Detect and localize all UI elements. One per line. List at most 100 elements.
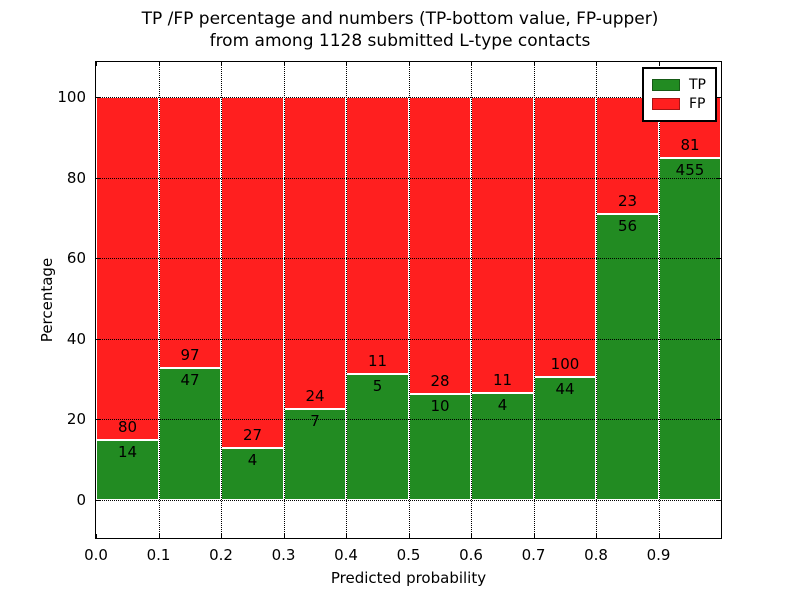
x-tick-mark <box>284 62 285 66</box>
y-tick-label: 40 <box>66 329 86 348</box>
fp-bar-segment <box>159 97 221 369</box>
x-tick-mark <box>471 62 472 66</box>
x-tick-mark <box>659 62 660 66</box>
fp-count-label: 23 <box>617 192 638 211</box>
plot-area: TP FP 80 14 97 47 27 4 24 7 11 5 28 10 11 4 100 44 23 56 8… <box>95 61 722 539</box>
tp-legend-label: TP <box>689 77 706 93</box>
y-tick-mark <box>717 97 721 98</box>
tp-count-label: 4 <box>247 451 258 469</box>
y-tick-label: 80 <box>66 168 86 187</box>
fp-count-label: 24 <box>305 387 325 405</box>
fp-count-label: 97 <box>180 346 200 365</box>
x-tick-mark <box>596 62 597 66</box>
tp-count-label: 44 <box>555 379 575 398</box>
tp-count-label: 4 <box>497 395 508 414</box>
x-tick-mark <box>596 534 597 538</box>
x-tick-mark <box>221 62 222 66</box>
y-tick-mark <box>96 419 100 421</box>
fp-bar-segment <box>346 97 409 375</box>
x-tick-mark <box>659 534 660 538</box>
y-tick-label: 60 <box>66 249 86 268</box>
horizontal-gridline <box>96 500 721 501</box>
x-tick-mark <box>409 62 410 66</box>
tp-bar-segment <box>96 439 159 500</box>
x-tick-mark <box>471 534 472 538</box>
y-tick-label: 20 <box>66 410 86 429</box>
vertical-gridline <box>284 62 285 538</box>
fp-legend-swatch <box>652 98 680 110</box>
tp-bar-segment <box>534 376 596 500</box>
fp-count-label: 80 <box>117 417 138 436</box>
vertical-gridline <box>409 62 410 538</box>
vertical-gridline <box>596 62 597 538</box>
x-tick-label: 0.0 <box>84 546 108 564</box>
y-tick-mark <box>96 500 100 501</box>
tp-count-label: 56 <box>617 217 638 236</box>
y-tick-mark <box>717 419 721 421</box>
x-tick-label: 0.1 <box>146 546 171 564</box>
horizontal-gridline <box>96 97 721 98</box>
fp-bar-segment <box>284 97 346 409</box>
y-tick-mark <box>717 258 721 260</box>
x-tick-mark <box>96 534 97 538</box>
tp-count-label: 47 <box>180 371 200 390</box>
chart-title-line1: TP /FP percentage and numbers (TP-bottom… <box>141 9 659 29</box>
horizontal-gridline <box>96 258 721 260</box>
fp-bar-segment <box>534 97 596 377</box>
fp-bar-segment <box>409 97 471 394</box>
vertical-gridline <box>221 62 222 538</box>
x-tick-mark <box>534 534 535 538</box>
y-tick-mark <box>96 97 100 98</box>
x-tick-label: 0.9 <box>646 546 671 564</box>
horizontal-gridline <box>96 177 721 179</box>
vertical-gridline <box>534 62 535 538</box>
y-tick-label: 0 <box>76 491 86 509</box>
x-tick-mark <box>409 534 410 538</box>
fp-bar-segment <box>471 97 534 393</box>
fp-count-label: 11 <box>367 352 388 371</box>
x-tick-mark <box>221 534 222 538</box>
tp-bar-segment <box>284 409 346 500</box>
tp-count-label: 455 <box>675 160 705 179</box>
y-tick-mark <box>96 258 100 260</box>
fp-bar-segment <box>96 97 159 440</box>
x-tick-mark <box>159 62 160 66</box>
x-tick-label: 0.8 <box>584 546 608 564</box>
fp-bar-segment <box>221 97 284 448</box>
legend: TP FP <box>642 67 717 122</box>
x-tick-mark <box>96 62 97 66</box>
y-tick-mark <box>717 338 721 340</box>
tp-count-label: 7 <box>310 412 320 430</box>
horizontal-gridline <box>96 338 721 340</box>
x-tick-mark <box>159 534 160 538</box>
tp-bar-segment <box>409 393 471 500</box>
x-tick-label: 0.2 <box>209 546 233 564</box>
x-tick-mark <box>346 62 347 66</box>
fp-count-label: 100 <box>550 354 580 373</box>
x-tick-label: 0.4 <box>334 546 358 564</box>
tp-legend-swatch <box>652 79 680 91</box>
fp-legend-label: FP <box>689 96 706 112</box>
y-tick-mark <box>717 500 721 501</box>
vertical-gridline <box>159 62 160 538</box>
fp-count-label: 28 <box>430 371 450 390</box>
fp-count-label: 11 <box>492 370 513 389</box>
tp-count-label: 14 <box>117 442 138 461</box>
y-tick-mark <box>96 177 100 179</box>
tp-count-label: 5 <box>372 377 383 396</box>
legend-row-fp: FP <box>652 96 706 112</box>
tp-bar-segment <box>596 214 659 500</box>
vertical-gridline <box>346 62 347 538</box>
vertical-gridline <box>471 62 472 538</box>
x-axis-label: Predicted probability <box>330 569 487 587</box>
x-tick-mark <box>284 534 285 538</box>
x-tick-label: 0.3 <box>271 546 296 564</box>
fp-count-label: 81 <box>680 135 700 154</box>
x-tick-mark <box>534 62 535 66</box>
x-tick-label: 0.5 <box>396 546 421 564</box>
tp-bar-segment <box>659 157 721 500</box>
fp-count-label: 27 <box>242 426 263 444</box>
y-tick-label: 100 <box>57 88 86 106</box>
tp-bar-segment <box>159 368 221 500</box>
